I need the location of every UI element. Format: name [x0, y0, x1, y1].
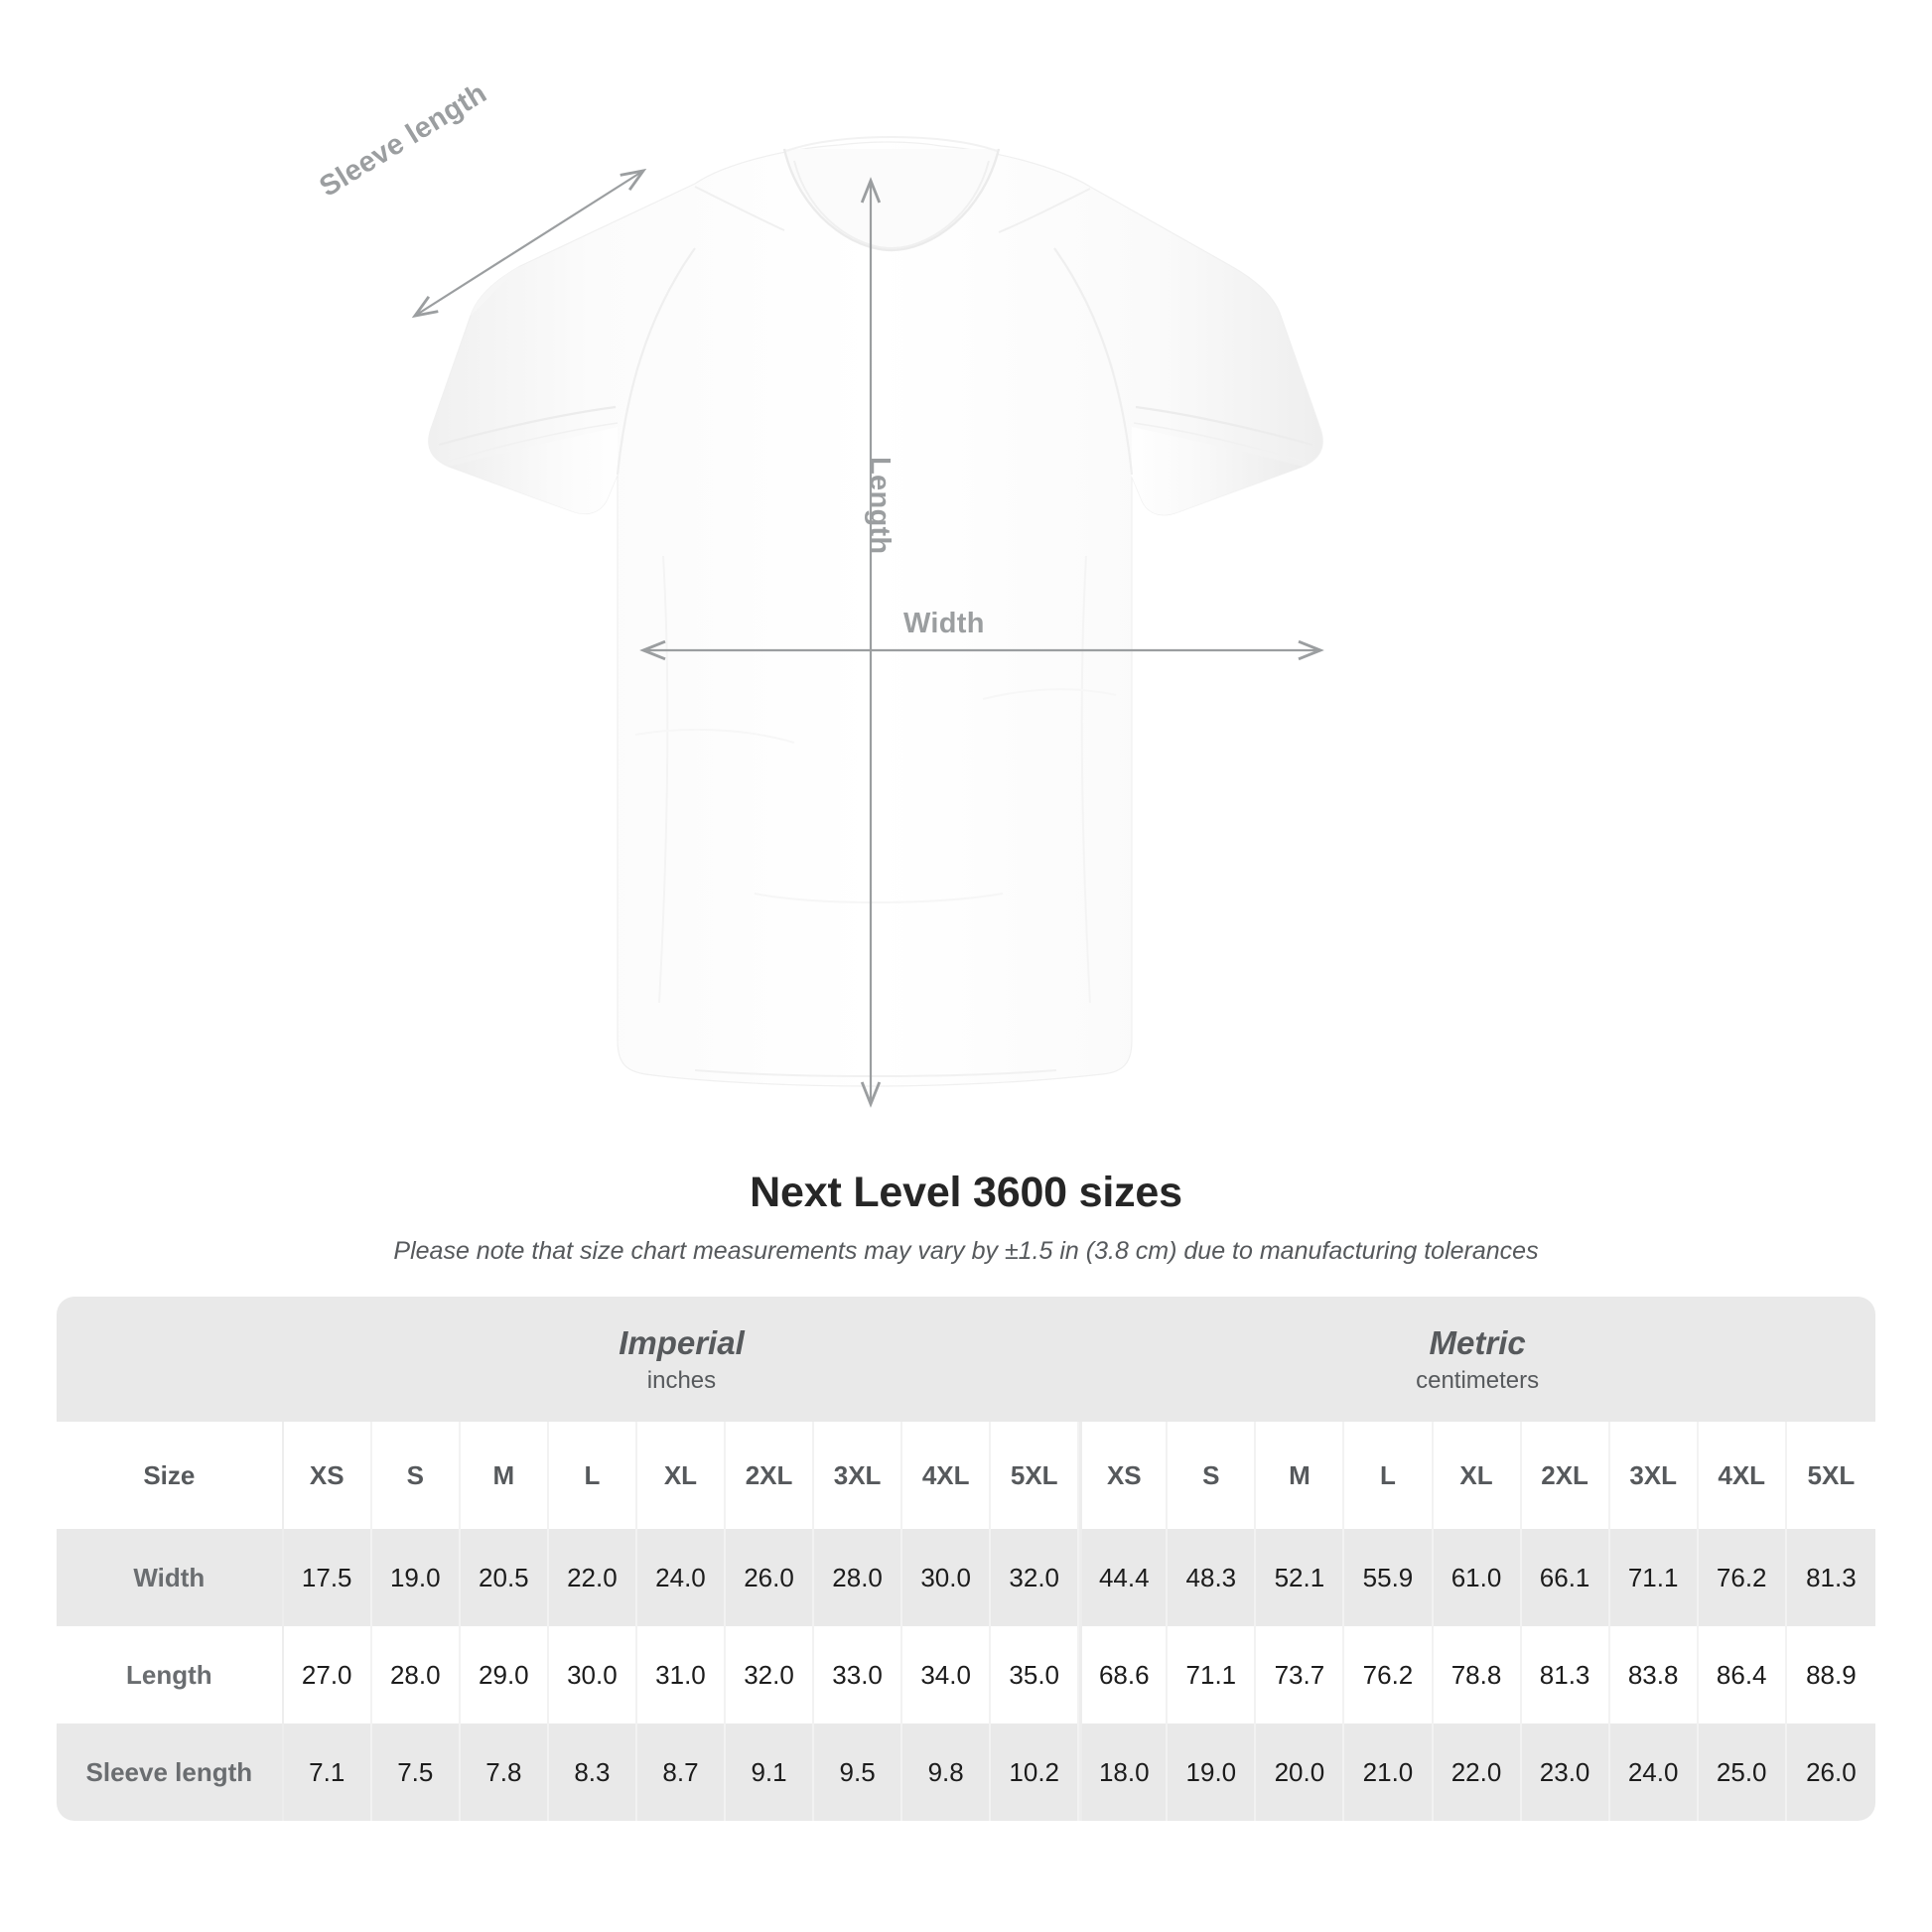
cell-width-metric-2xl: 66.1: [1521, 1529, 1610, 1626]
unit-name-metric: Metric: [1429, 1323, 1526, 1361]
header-metric-s: S: [1168, 1422, 1257, 1529]
unit-banner-row: Imperial inches Metric centimeters: [57, 1297, 1875, 1422]
page-title: Next Level 3600 sizes: [750, 1169, 1182, 1216]
cell-sleeve-metric-s: 19.0: [1168, 1724, 1257, 1821]
cell-length-imperial-xs: 27.0: [283, 1626, 372, 1724]
header-imperial-xs: XS: [283, 1422, 372, 1529]
cell-width-metric-xl: 61.0: [1433, 1529, 1522, 1626]
unit-sub-metric: centimeters: [1416, 1367, 1540, 1395]
header-size-label: Size: [57, 1422, 284, 1529]
title-block: Next Level 3600 sizes Please note that s…: [0, 1169, 1932, 1266]
cell-length-imperial-l: 30.0: [548, 1626, 637, 1724]
unit-group-imperial: Imperial inches: [283, 1297, 1080, 1422]
row-label-sleeve-length: Sleeve length: [57, 1724, 284, 1821]
cell-width-metric-4xl: 76.2: [1698, 1529, 1787, 1626]
cell-sleeve-metric-m: 20.0: [1256, 1724, 1345, 1821]
header-imperial-xl: XL: [636, 1422, 726, 1529]
cell-width-metric-5xl: 81.3: [1786, 1529, 1875, 1626]
cell-length-imperial-3xl: 33.0: [814, 1626, 903, 1724]
table-row: Width 17.5 19.0 20.5 22.0 24.0 26.0 28.0…: [57, 1529, 1875, 1626]
header-imperial-5xl: 5XL: [991, 1422, 1080, 1529]
cell-sleeve-imperial-l: 8.3: [548, 1724, 637, 1821]
cell-width-imperial-m: 20.5: [460, 1529, 549, 1626]
cell-sleeve-imperial-4xl: 9.8: [902, 1724, 992, 1821]
sleeve-measure-line: [411, 168, 647, 319]
cell-length-imperial-xl: 31.0: [636, 1626, 726, 1724]
cell-sleeve-metric-xl: 22.0: [1433, 1724, 1522, 1821]
size-header-row: Size XS S M L XL 2XL 3XL 4XL 5XL XS S M …: [57, 1422, 1875, 1529]
cell-length-imperial-m: 29.0: [460, 1626, 549, 1724]
header-imperial-s: S: [371, 1422, 461, 1529]
cell-sleeve-imperial-5xl: 10.2: [991, 1724, 1080, 1821]
header-metric-2xl: 2XL: [1521, 1422, 1610, 1529]
cell-sleeve-imperial-s: 7.5: [371, 1724, 461, 1821]
cell-length-metric-xl: 78.8: [1433, 1626, 1522, 1724]
header-imperial-m: M: [460, 1422, 549, 1529]
header-imperial-4xl: 4XL: [902, 1422, 992, 1529]
cell-sleeve-imperial-xs: 7.1: [283, 1724, 372, 1821]
row-label-length: Length: [57, 1626, 284, 1724]
cell-width-metric-s: 48.3: [1168, 1529, 1257, 1626]
cell-sleeve-metric-5xl: 26.0: [1786, 1724, 1875, 1821]
header-imperial-2xl: 2XL: [726, 1422, 815, 1529]
cell-sleeve-imperial-3xl: 9.5: [814, 1724, 903, 1821]
cell-length-metric-5xl: 88.9: [1786, 1626, 1875, 1724]
header-metric-l: L: [1344, 1422, 1434, 1529]
cell-length-imperial-5xl: 35.0: [991, 1626, 1080, 1724]
tolerance-note: Please note that size chart measurements…: [393, 1237, 1539, 1266]
cell-length-metric-l: 76.2: [1344, 1626, 1434, 1724]
shirt-body: [428, 135, 1323, 1087]
header-metric-xl: XL: [1433, 1422, 1522, 1529]
cell-length-imperial-2xl: 32.0: [726, 1626, 815, 1724]
table-row: Sleeve length 7.1 7.5 7.8 8.3 8.7 9.1 9.…: [57, 1724, 1875, 1821]
cell-sleeve-metric-xs: 18.0: [1079, 1724, 1169, 1821]
cell-width-metric-xs: 44.4: [1079, 1529, 1169, 1626]
header-metric-4xl: 4XL: [1698, 1422, 1787, 1529]
unit-name-imperial: Imperial: [619, 1323, 745, 1361]
cell-width-imperial-l: 22.0: [548, 1529, 637, 1626]
cell-width-imperial-2xl: 26.0: [726, 1529, 815, 1626]
header-metric-5xl: 5XL: [1786, 1422, 1875, 1529]
row-label-width: Width: [57, 1529, 284, 1626]
cell-sleeve-metric-2xl: 23.0: [1521, 1724, 1610, 1821]
header-metric-3xl: 3XL: [1609, 1422, 1699, 1529]
cell-width-imperial-s: 19.0: [371, 1529, 461, 1626]
cell-sleeve-imperial-xl: 8.7: [636, 1724, 726, 1821]
cell-width-imperial-xs: 17.5: [283, 1529, 372, 1626]
unit-sub-imperial: inches: [646, 1367, 717, 1395]
cell-width-metric-3xl: 71.1: [1609, 1529, 1699, 1626]
shirt-illustration: Sleeve length Length Width: [314, 77, 1324, 1108]
cell-sleeve-metric-3xl: 24.0: [1609, 1724, 1699, 1821]
measurement-guides: [411, 168, 1324, 1108]
size-chart-table-wrapper: Imperial inches Metric centimeters Size …: [57, 1297, 1875, 1821]
cell-length-metric-xs: 68.6: [1079, 1626, 1169, 1724]
cell-sleeve-metric-4xl: 25.0: [1698, 1724, 1787, 1821]
cell-length-metric-s: 71.1: [1168, 1626, 1257, 1724]
cell-sleeve-imperial-2xl: 9.1: [726, 1724, 815, 1821]
shirt-diagram-svg: [411, 135, 1324, 1108]
header-imperial-3xl: 3XL: [814, 1422, 903, 1529]
header-imperial-l: L: [548, 1422, 637, 1529]
cell-length-metric-4xl: 86.4: [1698, 1626, 1787, 1724]
cell-length-metric-3xl: 83.8: [1609, 1626, 1699, 1724]
unit-banner-spacer: [57, 1297, 284, 1422]
header-metric-m: M: [1256, 1422, 1345, 1529]
cell-sleeve-imperial-m: 7.8: [460, 1724, 549, 1821]
cell-length-metric-2xl: 81.3: [1521, 1626, 1610, 1724]
cell-length-imperial-4xl: 34.0: [902, 1626, 992, 1724]
cell-length-metric-m: 73.7: [1256, 1626, 1345, 1724]
unit-group-metric: Metric centimeters: [1079, 1297, 1875, 1422]
cell-length-imperial-s: 28.0: [371, 1626, 461, 1724]
header-metric-xs: XS: [1079, 1422, 1169, 1529]
cell-width-imperial-xl: 24.0: [636, 1529, 726, 1626]
cell-width-imperial-3xl: 28.0: [814, 1529, 903, 1626]
size-chart-table: Imperial inches Metric centimeters Size …: [57, 1297, 1875, 1821]
cell-width-imperial-5xl: 32.0: [991, 1529, 1080, 1626]
cell-width-metric-l: 55.9: [1344, 1529, 1434, 1626]
cell-width-imperial-4xl: 30.0: [902, 1529, 992, 1626]
cell-width-metric-m: 52.1: [1256, 1529, 1345, 1626]
table-row: Length 27.0 28.0 29.0 30.0 31.0 32.0 33.…: [57, 1626, 1875, 1724]
cell-sleeve-metric-l: 21.0: [1344, 1724, 1434, 1821]
